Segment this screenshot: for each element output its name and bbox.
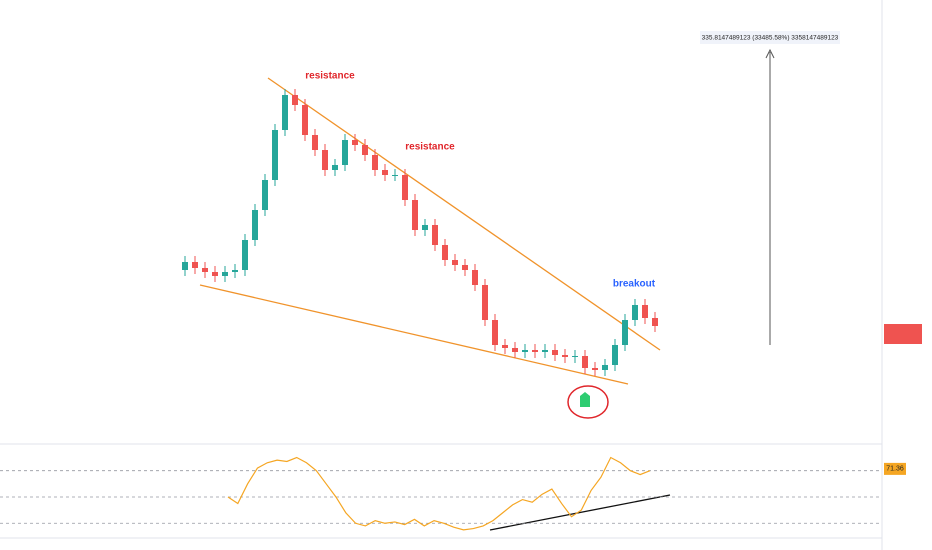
candle-body (312, 135, 318, 150)
candle-body (372, 155, 378, 170)
candle-body (612, 345, 618, 365)
candle-body (622, 320, 628, 345)
candle-body (242, 240, 248, 270)
candle-body (632, 305, 638, 320)
candle-body (182, 262, 188, 270)
rsi-trendline (489, 494, 671, 531)
candle-body (342, 140, 348, 165)
candle-body (332, 165, 338, 170)
candle-body (462, 265, 468, 270)
candle-body (322, 150, 328, 170)
candle-body (192, 262, 198, 268)
annotation: resistance (305, 71, 355, 82)
rsi-line (227, 456, 651, 531)
candle-body (432, 225, 438, 245)
candle-body (412, 200, 418, 230)
candle-body (202, 268, 208, 272)
annotation: resistance (405, 142, 455, 153)
candle-body (352, 140, 358, 145)
candle-body (232, 270, 238, 272)
candle-body (552, 350, 558, 355)
measure-label-bg (700, 31, 840, 44)
candle-body (482, 285, 488, 320)
candle-body (642, 305, 648, 318)
candle-body (402, 175, 408, 200)
price-label (884, 324, 922, 344)
arrow-head (765, 48, 775, 59)
candle-body (502, 345, 508, 348)
candle-body (602, 365, 608, 370)
candle-body (582, 356, 588, 368)
candle-body (652, 318, 658, 326)
candle-body (272, 130, 278, 180)
candle-body (572, 356, 578, 357)
value-label: 71.36 (886, 466, 904, 473)
candle-body (592, 368, 598, 370)
candle-body (562, 355, 568, 357)
candle-body (252, 210, 258, 240)
candle-body (222, 272, 228, 276)
annotation: breakout (613, 279, 656, 290)
candle-body (382, 170, 388, 175)
lower-trendline (199, 284, 629, 385)
value-badge (884, 462, 906, 475)
candle-body (262, 180, 268, 210)
candle-body (472, 270, 478, 285)
candle-body (442, 245, 448, 260)
highlight-circle (567, 385, 609, 419)
candle-body (522, 350, 528, 352)
candle-body (292, 95, 298, 105)
candle-body (302, 105, 308, 135)
candle-body (492, 320, 498, 345)
candle-body (392, 175, 398, 176)
candle-body (422, 225, 428, 230)
signal-icon (580, 392, 590, 407)
measure-label: 335.8147489123 (33485.58%) 3358147489123 (702, 35, 839, 42)
candle-body (362, 145, 368, 155)
candle-body (532, 350, 538, 352)
candle-body (282, 95, 288, 130)
candle-body (512, 348, 518, 352)
upper-trendline (267, 77, 661, 351)
candle-body (212, 272, 218, 276)
candle-body (452, 260, 458, 265)
candle-body (542, 350, 548, 352)
